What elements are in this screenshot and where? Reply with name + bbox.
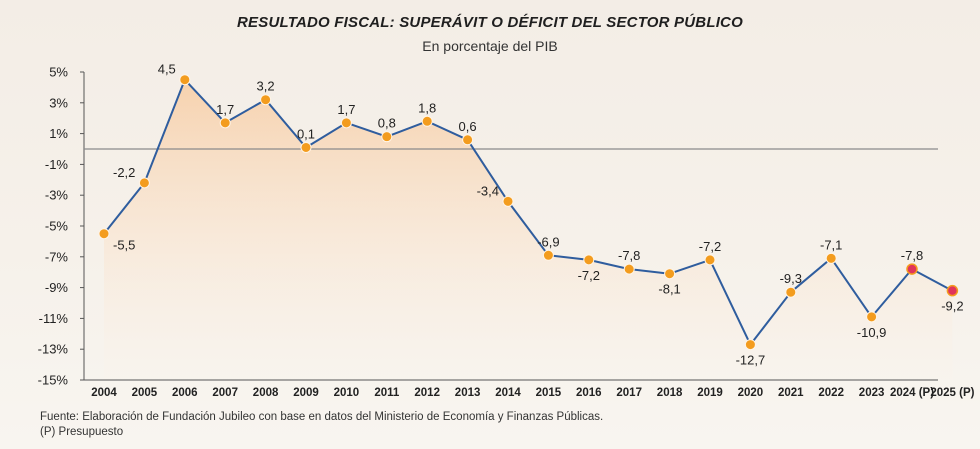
data-point [219, 117, 231, 129]
y-tick-label: -7% [45, 249, 69, 264]
source-note: Fuente: Elaboración de Fundación Jubileo… [40, 411, 604, 423]
data-point [98, 228, 110, 240]
projection-note: (P) Presupuesto [40, 426, 124, 438]
data-label: 0,8 [378, 116, 396, 131]
data-label: 0,1 [297, 126, 315, 141]
x-tick-label: 2025 (P) [930, 387, 974, 399]
data-label: -10,9 [857, 325, 887, 340]
data-label: 1,7 [216, 102, 234, 117]
y-tick-label: -13% [38, 342, 69, 357]
data-label: -9,3 [780, 271, 802, 286]
y-tick-label: 1% [49, 126, 68, 141]
data-point [785, 286, 797, 298]
x-tick-label: 2015 [536, 387, 562, 399]
x-tick-label: 2006 [172, 387, 198, 399]
x-tick-label: 2007 [212, 387, 238, 399]
x-tick-label: 2016 [576, 387, 602, 399]
y-tick-label: 5% [49, 65, 68, 80]
x-tick-label: 2010 [334, 387, 360, 399]
data-label: 1,8 [418, 100, 436, 115]
data-label: 3,2 [257, 79, 275, 94]
data-point [462, 134, 474, 146]
data-labels: -5,5 -2,2 4,5 1,7 3,2 0,1 1,7 0,8 1,8 0,6 -3,4 -6,9… [113, 62, 964, 368]
y-tick-label: -1% [45, 157, 69, 172]
x-tick-label: 2019 [697, 387, 723, 399]
data-label: 4,5 [158, 62, 176, 77]
x-tick-label: 2020 [738, 387, 764, 399]
series-line [103, 78, 953, 346]
x-tick-label: 2022 [818, 387, 844, 399]
x-tick-label: 2012 [414, 387, 440, 399]
y-tick-label: -3% [45, 188, 69, 203]
data-point [179, 74, 191, 86]
x-tick-label: 2021 [778, 387, 804, 399]
axes: 5% 3% 1% -1% -3% -5% -7% -9% -11% -13% -15% 2004 200… [38, 65, 975, 400]
y-tick-label: -15% [38, 373, 69, 388]
line-chart: 5% 3% 1% -1% -3% -5% -7% -9% -11% -13% -15% 2004 200… [38, 62, 975, 400]
x-tick-label: 2005 [132, 387, 158, 399]
data-label: -2,2 [113, 165, 135, 180]
data-label: -3,4 [477, 183, 499, 198]
data-label: -7,8 [618, 248, 640, 263]
data-point [704, 254, 716, 266]
y-tick-label: -9% [45, 280, 69, 295]
data-point [138, 177, 150, 189]
x-tick-label: 2014 [495, 387, 521, 399]
data-point [340, 117, 352, 129]
x-tick-label: 2013 [455, 387, 481, 399]
data-point [542, 249, 554, 261]
data-label: -5,5 [113, 238, 135, 253]
x-tick-label: 2004 [91, 387, 117, 399]
x-tick-label: 2024 (P) [890, 387, 934, 399]
data-label: 0,6 [459, 119, 477, 134]
data-label: -9,2 [941, 299, 963, 314]
data-point [300, 141, 312, 153]
data-point [946, 284, 959, 297]
data-point [623, 263, 635, 275]
data-point [825, 252, 837, 264]
data-label: -7,1 [820, 237, 842, 252]
data-point [381, 131, 393, 143]
x-tick-label: 2023 [859, 387, 885, 399]
data-label: -8,1 [658, 282, 680, 297]
data-point [664, 268, 676, 280]
series-path [103, 78, 953, 346]
data-point [421, 115, 433, 127]
data-label: -12,7 [736, 353, 766, 368]
chart-subtitle: En porcentaje del PIB [422, 38, 558, 54]
y-tick-label: -11% [39, 311, 69, 326]
data-point [866, 311, 878, 323]
data-point [260, 94, 272, 106]
data-label: -7,2 [578, 268, 600, 283]
data-point [906, 263, 918, 275]
x-tick-label: 2008 [253, 387, 279, 399]
data-point [744, 339, 756, 351]
x-tick-label: 2011 [374, 387, 400, 399]
x-tick-label: 2009 [293, 387, 319, 399]
data-point [502, 195, 514, 207]
data-points [98, 74, 959, 351]
x-tick-label: 2018 [657, 387, 683, 399]
data-label: 1,7 [337, 102, 355, 117]
footer: Fuente: Elaboración de Fundación Jubileo… [40, 410, 603, 440]
chart-title: RESULTADO FISCAL: SUPERÁVIT O DÉFICIT DE… [237, 14, 743, 31]
y-tick-label: -5% [45, 219, 69, 234]
data-point [583, 254, 595, 266]
data-label: -7,2 [699, 239, 721, 254]
data-label: -7,8 [901, 248, 923, 263]
y-tick-label: 3% [49, 95, 68, 110]
x-tick-label: 2017 [616, 387, 642, 399]
data-label: -6,9 [537, 234, 559, 249]
